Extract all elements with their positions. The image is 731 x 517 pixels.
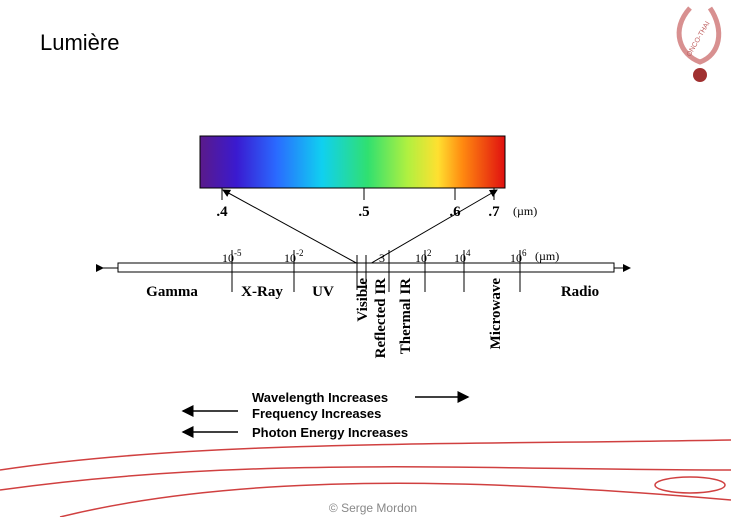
arrow (222, 189, 361, 266)
footer: © Serge Mordon (329, 501, 417, 515)
tick-base: 10 (454, 251, 466, 265)
legend-text: Frequency Increases (252, 406, 381, 421)
visible-spectrum (199, 135, 506, 189)
tick-exp: 6 (522, 248, 527, 258)
tick-label: 10-2 (284, 248, 304, 265)
band-label: X-Ray (241, 284, 283, 300)
band-label: Radio (561, 284, 599, 300)
tick-label: 3 (379, 251, 385, 265)
tick-base: 10 (222, 251, 234, 265)
tick-label: 10-5 (222, 248, 242, 265)
tick-exp: -2 (296, 248, 304, 258)
tick-label: 102 (415, 248, 432, 265)
tick-base: 10 (284, 251, 296, 265)
band-label: Reflected IR (373, 278, 389, 359)
tick-label: .7 (488, 204, 500, 220)
legend-text: Photon Energy Increases (252, 425, 408, 440)
band-label: Microwave (488, 278, 504, 350)
decoration (0, 439, 731, 517)
tick-base: 10 (415, 251, 427, 265)
tick-label: .5 (358, 204, 369, 220)
band-label: Visible (355, 278, 371, 322)
band-label: Thermal IR (398, 278, 414, 354)
logo: ONCO-THAI (676, 6, 722, 82)
tick-label: 106 (510, 248, 527, 265)
tick-exp: -5 (234, 248, 242, 258)
unit: (µm) (535, 249, 559, 263)
tick-label: 104 (454, 248, 471, 265)
logo-text: ONCO-THAI (686, 20, 712, 58)
tick-label: .4 (216, 204, 228, 220)
tick-exp: 2 (427, 248, 432, 258)
tick-base: 3 (379, 251, 385, 265)
tick-exp: 4 (466, 248, 471, 258)
tick-base: 10 (510, 251, 522, 265)
legend-text: Wavelength Increases (252, 390, 388, 405)
tick-label: .6 (449, 204, 461, 220)
slide-title: Lumière (40, 30, 119, 55)
band-label: UV (312, 284, 334, 300)
unit: (µm) (513, 204, 537, 218)
band-label: Gamma (146, 284, 198, 300)
